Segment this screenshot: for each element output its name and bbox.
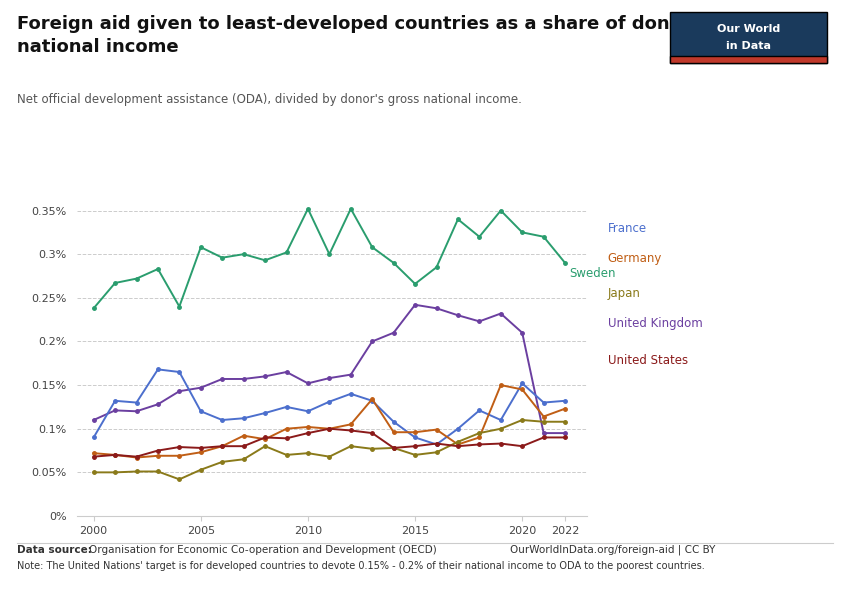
Text: Japan: Japan — [608, 287, 641, 301]
Text: Sweden: Sweden — [570, 267, 616, 280]
Text: Net official development assistance (ODA), divided by donor's gross national inc: Net official development assistance (ODA… — [17, 93, 522, 106]
Text: France: France — [608, 221, 647, 235]
Text: Foreign aid given to least-developed countries as a share of donor's
national in: Foreign aid given to least-developed cou… — [17, 15, 707, 56]
Text: Organisation for Economic Co-operation and Development (OECD): Organisation for Economic Co-operation a… — [89, 545, 437, 555]
Text: Note: The United Nations' target is for developed countries to devote 0.15% - 0.: Note: The United Nations' target is for … — [17, 561, 705, 571]
Text: OurWorldInData.org/foreign-aid | CC BY: OurWorldInData.org/foreign-aid | CC BY — [510, 545, 716, 555]
Text: United States: United States — [608, 353, 688, 367]
Text: Germany: Germany — [608, 251, 662, 265]
Text: Our World: Our World — [717, 25, 780, 34]
Text: in Data: in Data — [726, 41, 771, 51]
Text: United Kingdom: United Kingdom — [608, 317, 702, 331]
Text: Data source:: Data source: — [17, 545, 95, 555]
